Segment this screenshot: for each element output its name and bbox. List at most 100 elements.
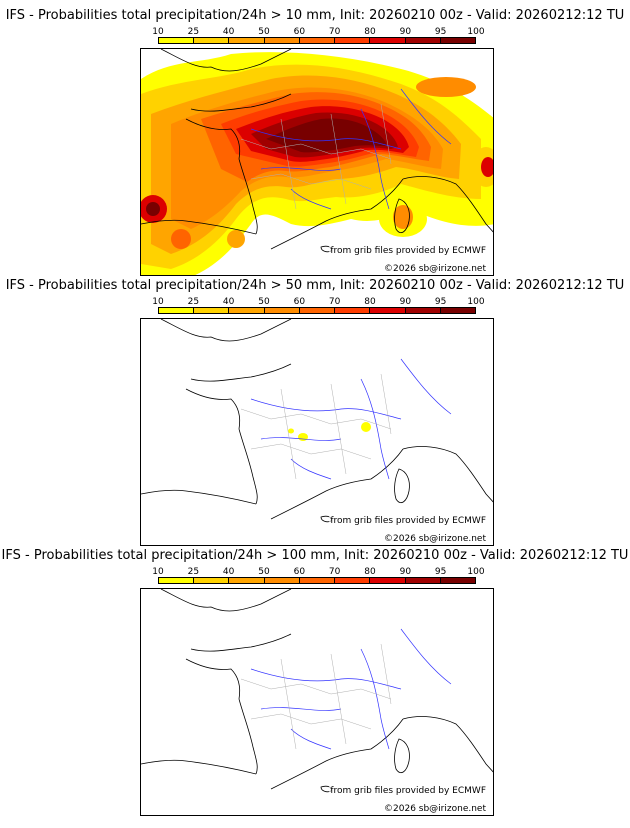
colorbar-tick-10: 10 bbox=[152, 297, 164, 307]
rivers bbox=[250, 628, 452, 750]
colorbar-tick-95: 95 bbox=[434, 567, 447, 577]
field-spot-2 bbox=[288, 428, 294, 434]
colorbar-tick-70: 70 bbox=[328, 297, 341, 307]
panel-100mm: IFS - Probabilities total precipitation/… bbox=[0, 540, 630, 816]
river-4 bbox=[400, 358, 452, 415]
coast-med bbox=[270, 448, 404, 520]
colorbar-tick-60: 60 bbox=[293, 297, 306, 307]
colorbar-tick-60: 60 bbox=[293, 27, 306, 37]
colorbar-box-60-70 bbox=[299, 308, 336, 313]
colorbar-tick-80: 80 bbox=[364, 297, 376, 307]
coast-italy bbox=[402, 176, 493, 233]
panel-title: IFS - Probabilities total precipitation/… bbox=[5, 8, 625, 23]
coast-italy bbox=[402, 716, 493, 773]
river-4 bbox=[400, 628, 452, 685]
panel-title: IFS - Probabilities total precipitation/… bbox=[1, 548, 629, 563]
credit-source: from grib files provided by ECMWF bbox=[329, 516, 487, 526]
river-1 bbox=[250, 398, 402, 420]
coast-iberia bbox=[141, 219, 257, 235]
coast-med bbox=[270, 178, 404, 250]
map-50mm: from grib files provided by ECMWF ©2026 … bbox=[140, 318, 494, 546]
border-4 bbox=[330, 383, 347, 475]
coast-corsica bbox=[394, 738, 410, 774]
colorbar-tick-90: 90 bbox=[399, 297, 412, 307]
coast-uk bbox=[160, 319, 292, 342]
river-1 bbox=[250, 668, 402, 690]
colorbar-box-25-40 bbox=[194, 38, 230, 43]
colorbar-box-90-95 bbox=[405, 38, 441, 43]
colorbar-tick-80: 80 bbox=[364, 27, 376, 37]
coast-corsica bbox=[394, 468, 410, 504]
colorbar-tick-90: 90 bbox=[399, 27, 412, 37]
colorbar-tick-95: 95 bbox=[434, 27, 447, 37]
river-3 bbox=[360, 648, 390, 750]
border-3 bbox=[280, 118, 297, 210]
colorbar-ticks: 10 25 40 50 60 70 80 90 95 100 bbox=[152, 297, 484, 307]
colorbar-box-40-50 bbox=[229, 578, 265, 583]
field-spot-3 bbox=[361, 422, 371, 432]
field-cell-sw2 bbox=[171, 229, 191, 249]
colorbar-tick-100: 100 bbox=[467, 567, 485, 577]
probability-field bbox=[288, 422, 371, 441]
colorbar-box-50-60 bbox=[264, 38, 300, 43]
coast-italy bbox=[402, 446, 493, 503]
field-cell-sw1-core bbox=[146, 202, 160, 216]
rivers bbox=[250, 358, 452, 480]
coast-corsica bbox=[394, 198, 410, 234]
colorbar: 10 25 40 50 60 70 80 90 95 100 bbox=[152, 567, 485, 584]
credit-source: from grib files provided by ECMWF bbox=[329, 246, 487, 256]
coastlines bbox=[141, 319, 493, 523]
colorbar: 10 25 40 50 60 70 80 90 95 100 bbox=[152, 27, 485, 44]
river-2 bbox=[260, 707, 342, 711]
coast-uk bbox=[160, 589, 292, 612]
colorbar-tick-40: 40 bbox=[222, 567, 235, 577]
border-5 bbox=[380, 103, 392, 165]
map-svg bbox=[141, 49, 493, 275]
colorbar-box-70-80 bbox=[335, 38, 371, 43]
colorbar-tick-95: 95 bbox=[434, 297, 447, 307]
map-100mm: from grib files provided by ECMWF ©2026 … bbox=[140, 588, 494, 816]
colorbar-tick-40: 40 bbox=[222, 297, 235, 307]
colorbar-tick-10: 10 bbox=[152, 27, 164, 37]
colorbar-tick-10: 10 bbox=[152, 567, 164, 577]
coastlines bbox=[141, 49, 493, 253]
border-2 bbox=[250, 173, 372, 190]
colorbar-tick-70: 70 bbox=[328, 27, 341, 37]
colorbar-tick-40: 40 bbox=[222, 27, 235, 37]
colorbar-box-90-95 bbox=[405, 578, 441, 583]
coast-iberia bbox=[141, 759, 257, 775]
colorbar-tick-90: 90 bbox=[399, 567, 412, 577]
coast-biscay bbox=[238, 698, 258, 775]
field-95-100 bbox=[266, 118, 387, 153]
border-3 bbox=[280, 658, 297, 750]
colorbar-box-60-70 bbox=[299, 578, 336, 583]
border-5 bbox=[380, 643, 392, 705]
colorbar-box-60-70 bbox=[299, 38, 336, 43]
colorbar-box-10-25 bbox=[159, 308, 195, 313]
panel-title: IFS - Probabilities total precipitation/… bbox=[5, 278, 625, 293]
colorbar-tick-50: 50 bbox=[258, 297, 270, 307]
colorbar-tick-80: 80 bbox=[364, 567, 376, 577]
coast-biscay bbox=[238, 158, 258, 235]
coast-channel bbox=[190, 363, 292, 382]
colorbar-boxes bbox=[158, 577, 476, 584]
field-spot-1 bbox=[298, 433, 308, 441]
colorbar-box-95-100 bbox=[440, 38, 475, 43]
river-4 bbox=[400, 88, 452, 145]
colorbar-tick-70: 70 bbox=[328, 567, 341, 577]
colorbar-box-95-100 bbox=[440, 308, 475, 313]
colorbar-box-10-25 bbox=[159, 38, 195, 43]
colorbar-box-40-50 bbox=[229, 38, 265, 43]
border-1 bbox=[240, 678, 392, 700]
colorbar-box-25-40 bbox=[194, 578, 230, 583]
colorbar-ticks: 10 25 40 50 60 70 80 90 95 100 bbox=[152, 567, 484, 577]
colorbar-tick-50: 50 bbox=[258, 27, 270, 37]
colorbar-tick-25: 25 bbox=[187, 567, 200, 577]
colorbar-box-90-95 bbox=[405, 308, 441, 313]
coast-channel bbox=[190, 93, 292, 112]
coast-med bbox=[270, 718, 404, 790]
coast-brittany bbox=[185, 658, 241, 700]
coastlines bbox=[141, 589, 493, 793]
river-2 bbox=[260, 167, 342, 171]
colorbar-box-50-60 bbox=[264, 308, 300, 313]
